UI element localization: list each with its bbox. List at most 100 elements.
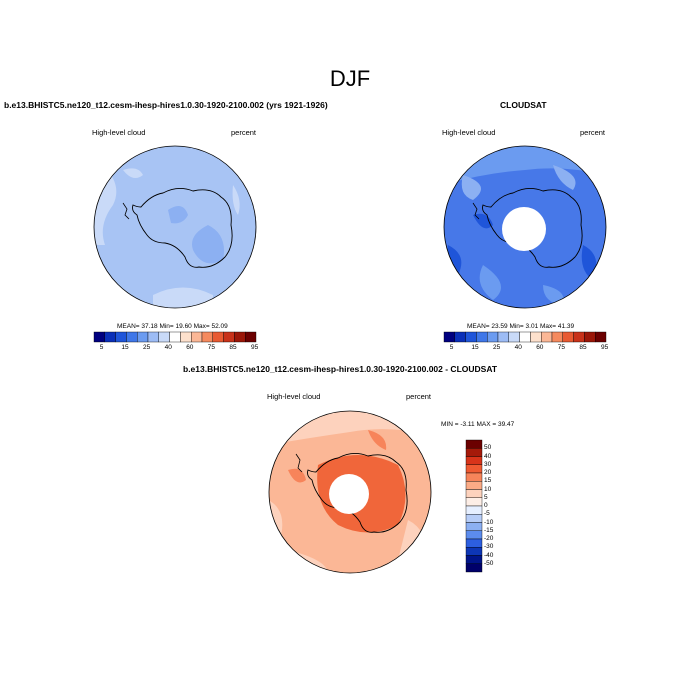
model-map-border — [93, 145, 257, 309]
obs-colorbar-swatch — [573, 331, 585, 343]
diff-colorbar-swatch — [465, 497, 483, 507]
obs-colorbar-swatch — [551, 331, 564, 343]
obs-colorbar-tick-label: 95 — [601, 344, 609, 351]
model-colorbar-tick-label: 95 — [251, 344, 259, 351]
diff-colorbar-swatch — [465, 456, 483, 465]
diff-colorbar — [465, 439, 483, 573]
diff-colorbar-tick-label: 5 — [484, 493, 488, 501]
main-title: DJF — [329, 66, 371, 91]
diff-colorbar-tick-label: 20 — [484, 469, 492, 476]
diff-colorbar-tick-label: -50 — [484, 559, 494, 567]
model-colorbar-swatch — [201, 331, 214, 343]
obs-colorbar-swatch — [508, 331, 520, 343]
diff-colorbar-tick-label: 40 — [484, 452, 492, 460]
diff-colorbar-swatch — [465, 448, 483, 457]
obs-field-contour — [461, 175, 481, 200]
obs-field-contour — [553, 165, 576, 190]
diff-field-contour — [288, 468, 306, 483]
model-colorbar-swatch — [169, 331, 181, 343]
diff-coastline — [295, 453, 303, 473]
diff-missing-data-hole — [329, 474, 369, 514]
model-field-contour — [168, 206, 188, 224]
model-colorbar-swatch — [244, 331, 257, 343]
model-coastline — [122, 202, 130, 220]
model-colorbar-swatch — [223, 331, 235, 343]
model-colorbar-tick-label: 60 — [186, 344, 194, 351]
model-field-contour — [192, 225, 224, 264]
model-colorbar-tick-label: 75 — [207, 344, 216, 351]
obs-map-border — [443, 145, 607, 309]
diff-colorbar-swatch — [465, 464, 483, 474]
diff-stats: MIN = -3.11 MAX = 39.47 — [441, 421, 515, 428]
diff-colorbar-tick-label: -30 — [484, 543, 494, 551]
diff-colorbar-tick-label: 50 — [484, 444, 492, 452]
obs-colorbar-swatch — [497, 331, 510, 343]
model-colorbar-tick-label: 85 — [229, 344, 237, 351]
model-colorbar-swatch — [190, 331, 203, 343]
obs-colorbar-tick-label: 40 — [514, 344, 522, 351]
model-colorbar-swatch — [212, 331, 224, 343]
diff-colorbar-labels: 50 40 30 20 15 10 5 0 -5 -10 -15 -20 -30 -40 -50 — [484, 440, 514, 572]
diff-colorbar-swatch — [465, 505, 483, 515]
model-colorbar-swatch — [180, 331, 192, 343]
obs-colorbar-tick-label: 25 — [493, 344, 501, 351]
diff-colorbar-swatch — [465, 547, 483, 556]
model-colorbar-swatch — [158, 331, 170, 343]
obs-colorbar-tick-label: 85 — [579, 344, 587, 351]
diff-units-label: percent — [406, 392, 432, 401]
diff-colorbar-tick-label: 0 — [484, 502, 488, 509]
diff-colorbar-swatch — [465, 489, 483, 498]
diff-colorbar-swatch — [465, 563, 483, 573]
diff-colorbar-swatch — [465, 522, 483, 531]
diff-colorbar-swatch — [465, 555, 483, 564]
diff-colorbar-tick-label: 10 — [484, 485, 492, 493]
model-field-contour — [123, 168, 143, 179]
diff-map-border — [268, 410, 432, 574]
diff-colorbar-swatch — [465, 514, 483, 523]
obs-colorbar-swatch — [487, 331, 499, 343]
model-colorbar-swatch — [93, 331, 106, 343]
obs-polar-map — [443, 145, 607, 309]
diff-colorbar-tick-label: -20 — [484, 535, 494, 542]
model-units-label: percent — [231, 128, 257, 137]
model-stats: MEAN= 37.18 Min= 19.60 Max= 52.09 — [117, 323, 228, 330]
model-colorbar-swatch — [137, 331, 149, 343]
obs-colorbar-swatch — [540, 331, 553, 343]
diff-field-contour — [368, 430, 387, 450]
diff-colorbar-tick-label: -40 — [484, 551, 494, 559]
model-colorbar-tick-label: 15 — [121, 344, 129, 351]
obs-colorbar-swatch — [454, 331, 466, 343]
model-colorbar-swatch — [104, 331, 116, 343]
obs-stats: MEAN= 23.59 Min= 3.01 Max= 41.39 — [467, 323, 575, 330]
obs-colorbar-swatch — [519, 331, 531, 343]
obs-missing-data-hole — [502, 207, 546, 251]
model-colorbar-swatch — [126, 331, 138, 343]
obs-units-label: percent — [580, 128, 606, 137]
obs-panel-title: CLOUDSAT — [500, 100, 547, 110]
obs-coastline — [472, 202, 480, 220]
model-colorbar-tick-label: 5 — [99, 344, 104, 351]
diff-colorbar-swatch — [465, 472, 483, 482]
model-colorbar — [93, 331, 257, 343]
diff-colorbar-swatch — [465, 530, 483, 540]
model-colorbar-swatch — [234, 331, 246, 343]
model-coastline — [132, 188, 233, 268]
diff-panel-title: b.e13.BHISTC5.ne120_t12.cesm-ihesp-hires… — [183, 364, 498, 374]
obs-colorbar-swatch — [465, 331, 477, 343]
obs-colorbar-tick-label: 75 — [557, 344, 566, 351]
diff-polar-map — [268, 410, 432, 574]
diff-colorbar-swatch — [465, 481, 483, 490]
diff-colorbar-tick-label: -15 — [484, 526, 494, 534]
obs-colorbar-swatch — [530, 331, 542, 343]
model-colorbar-tick-label: 40 — [164, 344, 172, 351]
obs-variable-label: High-level cloud — [442, 128, 496, 137]
obs-colorbar-tick-label: 15 — [471, 344, 479, 351]
model-colorbar-swatch — [115, 331, 127, 343]
model-panel-title: b.e13.BHISTC5.ne120_t12.cesm-ihesp-hires… — [4, 100, 328, 110]
model-field-contour — [153, 287, 213, 308]
diff-colorbar-tick-label: -5 — [484, 510, 490, 518]
obs-colorbar-labels: 5 15 25 40 60 75 85 95 — [444, 344, 609, 354]
obs-field-contour — [479, 265, 501, 300]
obs-colorbar-swatch — [476, 331, 488, 343]
obs-colorbar-tick-label: 5 — [449, 344, 454, 351]
